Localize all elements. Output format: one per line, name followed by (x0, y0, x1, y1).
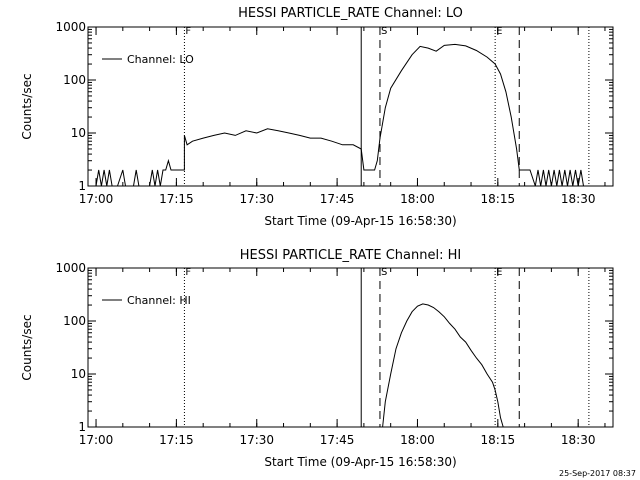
chart-title: HESSI PARTICLE_RATE Channel: HI (240, 248, 461, 263)
y-tick-label: 100 (63, 314, 86, 328)
x-tick-label: 17:00 (79, 192, 114, 206)
x-axis-label: Start Time (09-Apr-15 16:58:30) (264, 214, 456, 228)
chart-title: HESSI PARTICLE_RATE Channel: LO (238, 6, 463, 21)
plot-timestamp: 25-Sep-2017 08:37 (559, 469, 636, 478)
x-tick-label: 18:15 (481, 433, 516, 447)
event-marker-label: E (496, 267, 502, 278)
x-tick-label: 17:45 (320, 433, 355, 447)
y-tick-label: 1000 (55, 261, 86, 275)
y-axis-label: Counts/sec (20, 73, 34, 139)
x-tick-label: 18:30 (561, 192, 596, 206)
y-tick-label: 100 (63, 73, 86, 87)
x-axis-label: Start Time (09-Apr-15 16:58:30) (264, 455, 456, 469)
event-marker-label: S (381, 26, 387, 37)
x-tick-label: 18:00 (400, 192, 435, 206)
event-marker-label: F (185, 26, 191, 37)
plot-frame (87, 267, 614, 428)
plot-frame (87, 26, 614, 187)
x-tick-label: 17:15 (159, 192, 194, 206)
legend-label: Channel: HI (127, 294, 191, 307)
x-tick-label: 17:30 (239, 192, 274, 206)
y-tick-label: 1000 (55, 20, 86, 34)
x-tick-label: 17:15 (159, 433, 194, 447)
event-marker-label: S (381, 267, 387, 278)
event-marker-label: E (496, 26, 502, 37)
y-axis-label: Counts/sec (20, 314, 34, 380)
event-marker-label: F (185, 267, 191, 278)
series-line (382, 303, 504, 428)
y-tick-label: 10 (71, 126, 86, 140)
y-tick-label: 1 (78, 179, 86, 193)
series-line (88, 43, 584, 187)
x-tick-label: 17:45 (320, 192, 355, 206)
x-tick-label: 18:00 (400, 433, 435, 447)
legend-label: Channel: LO (127, 53, 194, 66)
y-tick-label: 10 (71, 367, 86, 381)
x-tick-label: 18:15 (481, 192, 516, 206)
x-tick-label: 18:30 (561, 433, 596, 447)
y-tick-label: 1 (78, 420, 86, 434)
x-tick-label: 17:00 (79, 433, 114, 447)
panel-channel-hi: HESSI PARTICLE_RATE Channel: HI 1 10 100 100… (20, 248, 614, 469)
panel-channel-lo: HESSI PARTICLE_RATE Channel: LO 1 10 100 100… (20, 6, 614, 228)
x-tick-label: 17:30 (239, 433, 274, 447)
